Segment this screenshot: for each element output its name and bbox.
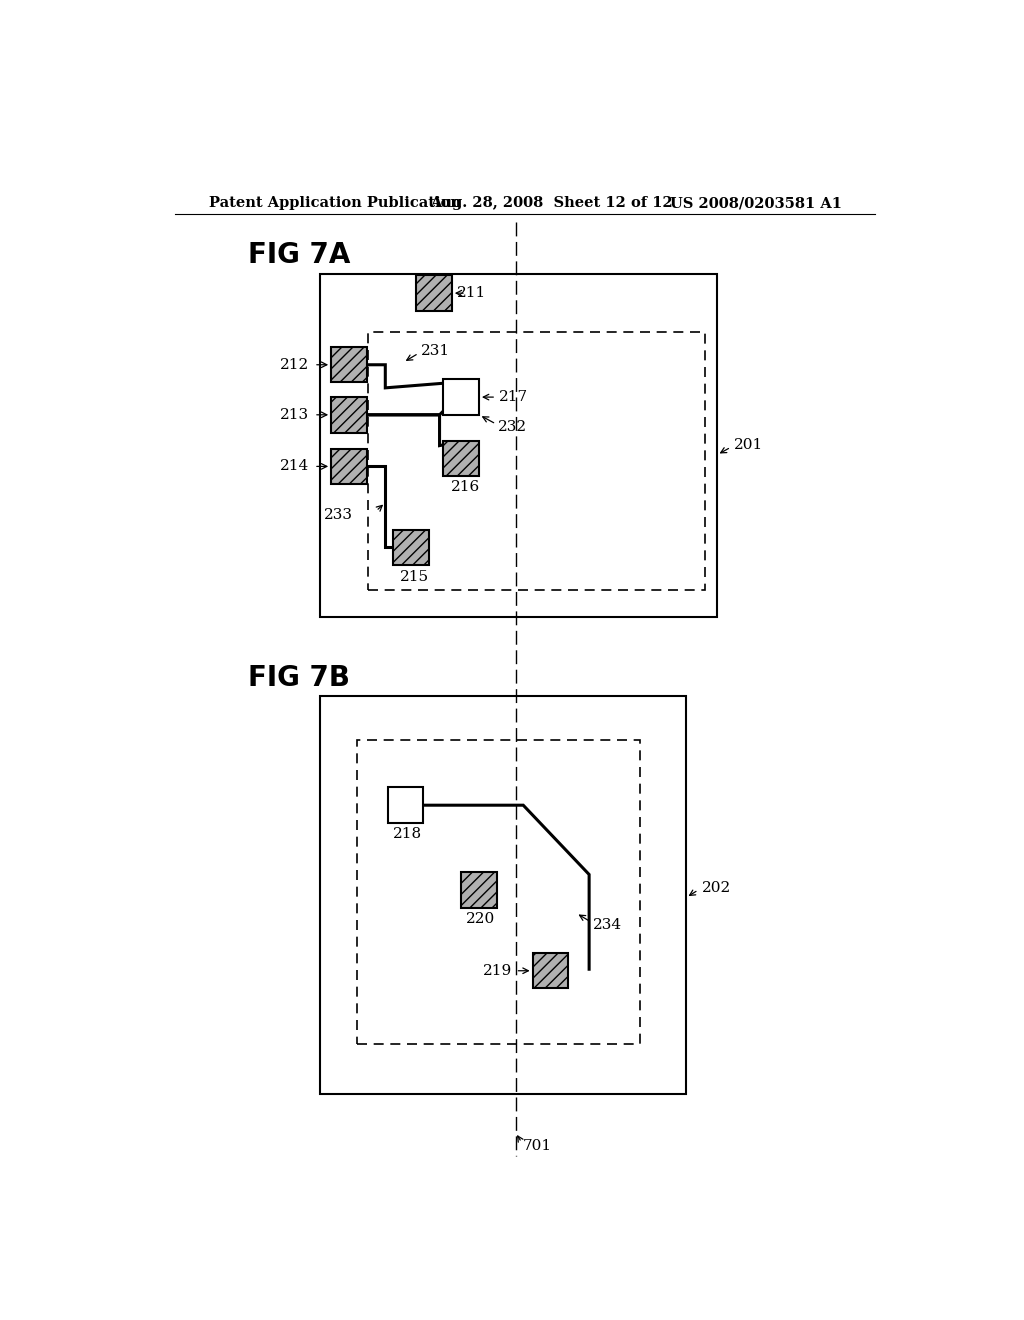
Bar [356, 739, 640, 1044]
Text: 219: 219 [483, 964, 512, 978]
Text: 701: 701 [523, 1139, 552, 1152]
Text: 215: 215 [400, 569, 429, 583]
Text: 212: 212 [281, 358, 309, 372]
Bar [417, 276, 452, 312]
Bar [443, 379, 479, 414]
Bar [321, 275, 717, 616]
Text: FIG 7A: FIG 7A [248, 240, 350, 269]
Text: 234: 234 [593, 919, 623, 932]
Bar [321, 696, 686, 1094]
Bar [331, 347, 367, 383]
Bar [393, 529, 429, 565]
Text: FIG 7B: FIG 7B [248, 664, 350, 692]
Bar [532, 953, 568, 989]
Text: 232: 232 [498, 420, 526, 434]
Text: 214: 214 [281, 459, 309, 474]
Text: Aug. 28, 2008  Sheet 12 of 12: Aug. 28, 2008 Sheet 12 of 12 [430, 197, 673, 210]
Text: Patent Application Publication: Patent Application Publication [209, 197, 462, 210]
Text: 202: 202 [701, 880, 731, 895]
Text: 211: 211 [457, 286, 485, 300]
Text: US 2008/0203581 A1: US 2008/0203581 A1 [671, 197, 843, 210]
Text: 218: 218 [392, 828, 422, 841]
Text: 233: 233 [324, 508, 352, 521]
Text: 213: 213 [281, 408, 309, 422]
Text: 216: 216 [451, 480, 480, 494]
Bar [331, 449, 367, 484]
Bar [331, 397, 367, 433]
Bar [461, 873, 497, 908]
Text: 231: 231 [421, 345, 451, 358]
Bar [369, 331, 706, 590]
Bar [388, 788, 423, 822]
Text: 220: 220 [466, 912, 496, 927]
Text: 217: 217 [500, 391, 528, 404]
Text: 201: 201 [734, 438, 763, 451]
Bar [443, 441, 479, 477]
